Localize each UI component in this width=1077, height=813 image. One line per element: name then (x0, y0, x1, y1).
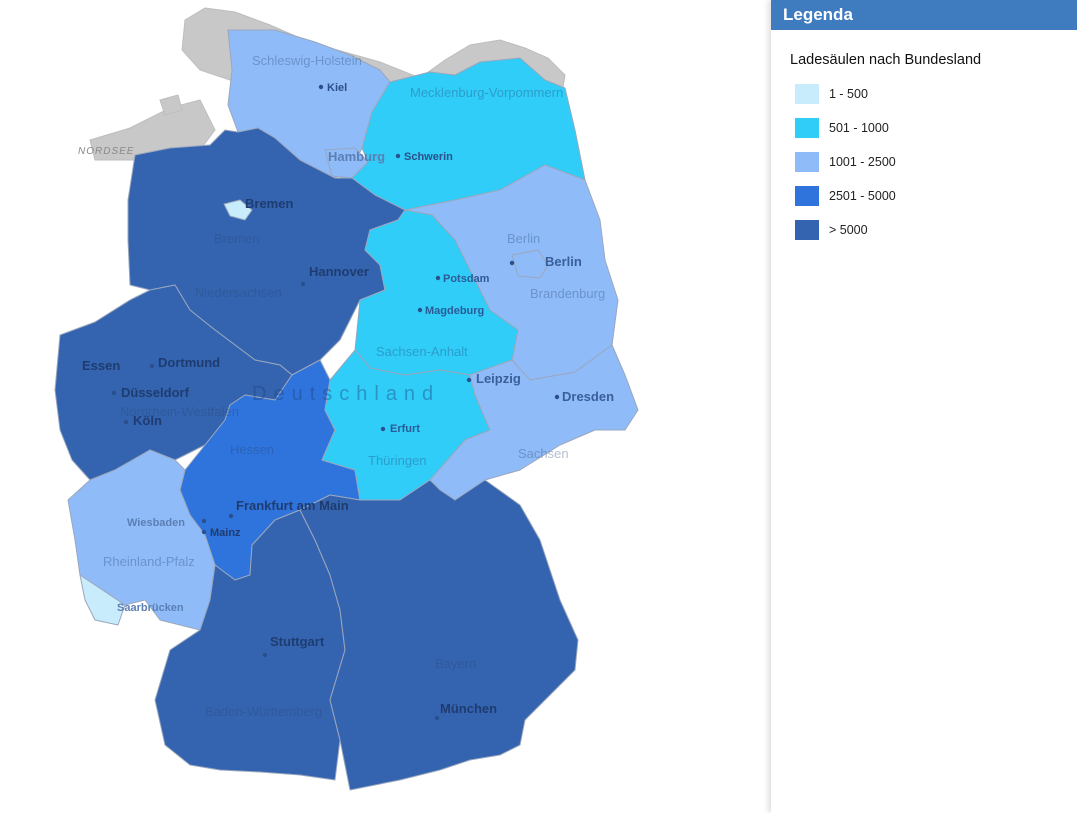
city-wiesbaden: Wiesbaden (127, 517, 185, 529)
map-area[interactable]: Schleswig-Holstein Mecklenburg-Vorpommer… (0, 0, 770, 813)
legend-label: 2501 - 5000 (829, 189, 896, 203)
region-bayern[interactable] (299, 479, 579, 791)
city-berlin: Berlin (545, 254, 582, 269)
city-potsdam: Potsdam (443, 273, 490, 285)
label-bremen-state: Bremen (214, 231, 260, 246)
legend-label: 1 - 500 (829, 87, 868, 101)
dot-wiesbaden (201, 518, 207, 524)
city-essen: Essen (82, 358, 120, 373)
label-berlin-state: Berlin (507, 231, 540, 246)
city-hamburg: Hamburg (328, 149, 385, 164)
city-magdeburg: Magdeburg (425, 305, 484, 317)
label-niedersachsen: Niedersachsen (195, 285, 282, 300)
label-sachsen: Sachsen (518, 446, 569, 461)
legend-swatch (795, 152, 819, 172)
city-schwerin: Schwerin (404, 151, 453, 163)
city-erfurt: Erfurt (390, 423, 420, 435)
region-saarland[interactable] (79, 574, 126, 626)
label-bayern: Bayern (435, 656, 476, 671)
legend-label: 501 - 1000 (829, 121, 889, 135)
legend-item: 1001 - 2500 (795, 152, 1077, 186)
dot-berlin (509, 260, 515, 266)
dot-frankfurt (228, 513, 234, 519)
dot-potsdam (435, 275, 441, 281)
city-mainz: Mainz (210, 527, 241, 539)
label-country: Deutschland (252, 383, 440, 405)
city-dortmund: Dortmund (158, 355, 220, 370)
legend-list: 1 - 500 501 - 1000 1001 - 2500 2501 - 50… (795, 84, 1077, 254)
label-rheinland-pfalz: Rheinland-Pfalz (103, 554, 195, 569)
city-kiel: Kiel (327, 82, 347, 94)
city-frankfurt: Frankfurt am Main (236, 498, 349, 513)
legend-item: 1 - 500 (795, 84, 1077, 118)
legend-item: 501 - 1000 (795, 118, 1077, 152)
dot-magdeburg (417, 307, 423, 313)
city-bremen: Bremen (245, 196, 293, 211)
legend-item: > 5000 (795, 220, 1077, 254)
label-brandenburg: Brandenburg (530, 286, 605, 301)
legend-swatch (795, 84, 819, 104)
germany-choropleth-map[interactable]: Schleswig-Holstein Mecklenburg-Vorpommer… (0, 0, 770, 813)
dot-schwerin (395, 153, 401, 159)
legend-panel: Legenda Ladesäulen nach Bundesland 1 - 5… (771, 0, 1077, 813)
label-thueringen: Thüringen (368, 453, 427, 468)
label-nordrhein-westfalen: Nordrhein-Westfalen (120, 404, 239, 419)
label-baden-wuerttemberg: Baden-Württemberg (205, 704, 322, 719)
legend-header: Legenda (771, 0, 1077, 30)
dot-kiel (318, 84, 324, 90)
city-saarbruecken: Saarbrücken (117, 602, 184, 614)
city-koeln: Köln (133, 413, 162, 428)
label-schleswig-holstein: Schleswig-Holstein (252, 53, 362, 68)
background-land-west (89, 99, 216, 161)
city-dots (111, 84, 560, 721)
dot-dresden (554, 394, 560, 400)
dot-koeln (123, 419, 129, 425)
dot-stuttgart (262, 652, 268, 658)
dot-erfurt (380, 426, 386, 432)
city-dresden: Dresden (562, 389, 614, 404)
legend-swatch (795, 220, 819, 240)
label-hessen: Hessen (230, 442, 274, 457)
label-mecklenburg-vorpommern: Mecklenburg-Vorpommern (410, 85, 563, 100)
legend-item: 2501 - 5000 (795, 186, 1077, 220)
city-leipzig: Leipzig (476, 371, 521, 386)
region-sachsen[interactable] (429, 344, 639, 501)
dot-duesseldorf (111, 390, 117, 396)
legend-label: 1001 - 2500 (829, 155, 896, 169)
city-hannover: Hannover (309, 264, 369, 279)
legend-title: Ladesäulen nach Bundesland (790, 52, 982, 68)
city-duesseldorf: Düsseldorf (121, 385, 190, 400)
label-sea: NORDSEE (78, 146, 134, 157)
region-berlin[interactable] (511, 249, 549, 279)
dot-mainz (201, 529, 207, 535)
dot-muenchen (434, 715, 440, 721)
legend-swatch (795, 186, 819, 206)
dot-dortmund (149, 363, 155, 369)
dot-leipzig (466, 377, 472, 383)
city-muenchen: München (440, 701, 497, 716)
city-stuttgart: Stuttgart (270, 634, 325, 649)
legend-label: > 5000 (829, 223, 868, 237)
dot-hannover (300, 281, 306, 287)
region-bremen[interactable] (223, 199, 253, 221)
legend-swatch (795, 118, 819, 138)
background-land-island (159, 94, 183, 116)
label-sachsen-anhalt: Sachsen-Anhalt (376, 344, 468, 359)
